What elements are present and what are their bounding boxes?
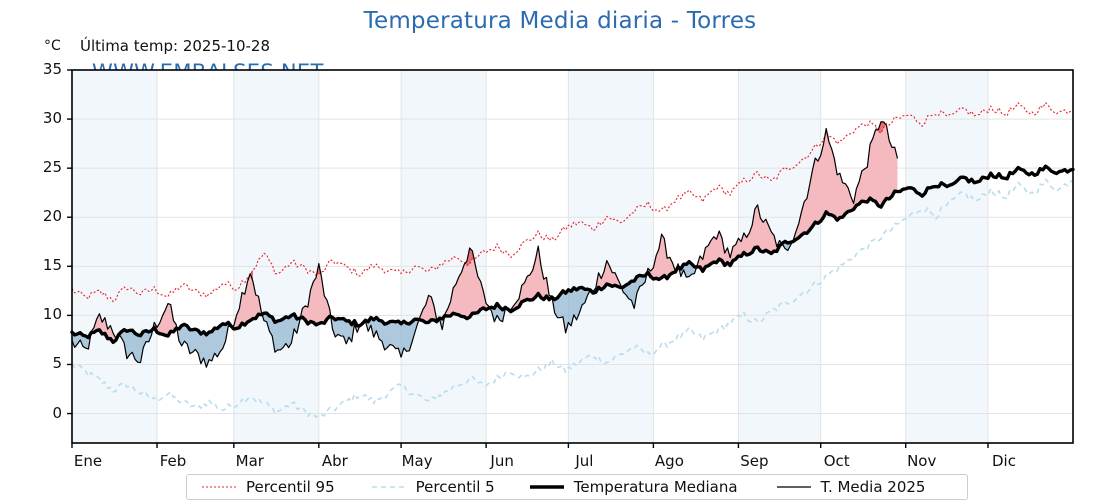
fill-below-median [678, 261, 695, 278]
median-line [70, 164, 1075, 345]
last-temp-label: Última temp: 2025-10-28 [80, 37, 271, 55]
legend-line-swatch [529, 480, 565, 494]
legend-label: Temperatura Mediana [573, 478, 738, 496]
legend-item-3[interactable]: Temperatura Mediana [529, 475, 738, 499]
legend-item-2[interactable]: Percentil 5 [371, 475, 495, 499]
fill-below-median [779, 240, 791, 251]
legend-label: T. Media 2025 [820, 478, 926, 496]
x-tick-label: Mar [235, 452, 264, 470]
month-band [568, 70, 654, 443]
legend-item-1[interactable]: Percentil 95 [201, 475, 335, 499]
x-tick-label: Ago [654, 452, 684, 470]
y-tick-label: 0 [52, 403, 62, 422]
fill-above-p95 [316, 263, 322, 278]
y-axis-unit-label: °C [44, 38, 61, 54]
y-tick-label: 20 [42, 207, 62, 226]
x-tick-label: Dic [991, 452, 1016, 470]
fill-below-median [620, 275, 646, 309]
month-band [72, 70, 158, 443]
x-tick-label: May [401, 452, 433, 470]
plot-frame [71, 69, 1074, 444]
current-year-line [71, 121, 899, 368]
legend-line-swatch [776, 480, 812, 494]
x-tick-label: Abr [321, 452, 348, 470]
fill-below-median [359, 317, 418, 358]
y-tick-label: 35 [42, 60, 62, 78]
legend-label: Percentil 95 [246, 478, 335, 496]
fill-below-median [551, 287, 591, 333]
legend-line-swatch [201, 480, 237, 494]
fill-above-median [694, 204, 780, 274]
page-title: Temperatura Media diaria - Torres [363, 8, 757, 34]
legend-item-4[interactable]: T. Media 2025 [776, 475, 926, 499]
y-tick-label: 30 [42, 109, 62, 128]
p95-line [71, 102, 1074, 303]
x-tick-label: Nov [907, 452, 937, 470]
y-tick-label: 15 [42, 256, 62, 275]
x-tick-label: Ene [73, 452, 103, 470]
month-band [738, 70, 821, 443]
month-band [905, 70, 988, 443]
y-tick-label: 25 [42, 158, 62, 177]
fill-above-median [645, 234, 679, 282]
fill-above-median [151, 303, 177, 336]
fill-above-median [417, 295, 437, 324]
y-tick-label: 10 [42, 305, 62, 324]
x-tick-label: Jul [575, 452, 594, 470]
month-band [233, 70, 319, 443]
x-tick-label: Jun [490, 452, 514, 470]
x-tick-label: Feb [159, 452, 187, 470]
x-tick-label: Oct [823, 452, 850, 470]
legend-line-swatch [371, 480, 407, 494]
x-tick-label: Sep [740, 452, 769, 470]
fill-above-median [442, 247, 489, 330]
legend-label: Percentil 5 [415, 478, 495, 496]
fill-below-median [118, 329, 152, 363]
y-tick-label: 5 [52, 354, 62, 373]
fill-above-median [299, 263, 330, 325]
fill-below-median [261, 311, 300, 353]
chart-legend: Percentil 95 Percentil 5 Temperatura Media… [186, 474, 968, 500]
fill-below-median [436, 318, 443, 330]
p5-line [71, 178, 1074, 418]
